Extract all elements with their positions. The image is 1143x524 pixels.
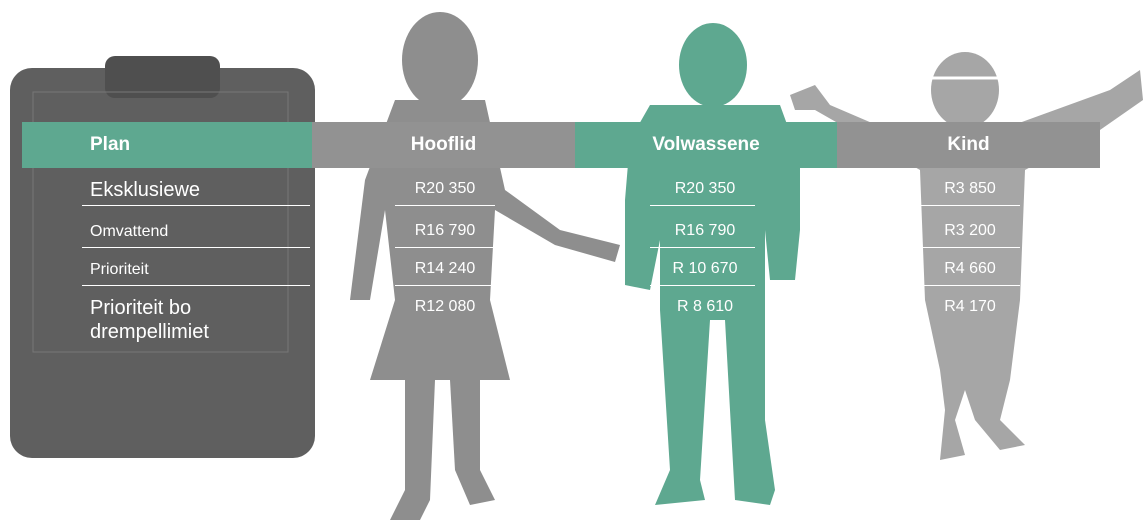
column-header: Plan bbox=[90, 122, 290, 168]
column-header: Kind bbox=[837, 122, 1100, 168]
price: R 8 610 bbox=[645, 298, 765, 316]
price: R 10 670 bbox=[645, 260, 765, 278]
price: R3 850 bbox=[910, 180, 1030, 198]
page: Plan HooflidVolwasseneKind Eksklusiewe R20 … bbox=[0, 0, 1143, 524]
price: R20 350 bbox=[645, 180, 765, 198]
row-rule bbox=[395, 285, 495, 286]
column-header: Hooflid bbox=[312, 122, 575, 168]
row-rule bbox=[915, 247, 1020, 248]
row-rule bbox=[915, 285, 1020, 286]
price: R16 790 bbox=[645, 222, 765, 240]
plan-name: Eksklusiewe bbox=[90, 178, 290, 202]
row-rule bbox=[650, 205, 755, 206]
price: R20 350 bbox=[385, 180, 505, 198]
child-silhouette bbox=[790, 52, 1143, 460]
plan-name: Prioriteit bbox=[90, 258, 290, 282]
price: R14 240 bbox=[385, 260, 505, 278]
row-rule bbox=[395, 247, 495, 248]
price: R16 790 bbox=[385, 222, 505, 240]
price: R4 170 bbox=[910, 298, 1030, 316]
price: R12 080 bbox=[385, 298, 505, 316]
row-rule bbox=[650, 247, 755, 248]
row-rule bbox=[82, 205, 310, 206]
plan-name: Prioriteit bo drempellimiet bbox=[90, 296, 290, 344]
row-rule bbox=[82, 285, 310, 286]
column-header: Volwassene bbox=[575, 122, 837, 168]
plan-name: Omvattend bbox=[90, 220, 290, 244]
price: R4 660 bbox=[910, 260, 1030, 278]
row-rule bbox=[650, 285, 755, 286]
row-rule bbox=[395, 205, 495, 206]
price: R3 200 bbox=[910, 222, 1030, 240]
row-rule bbox=[915, 205, 1020, 206]
row-rule bbox=[82, 247, 310, 248]
